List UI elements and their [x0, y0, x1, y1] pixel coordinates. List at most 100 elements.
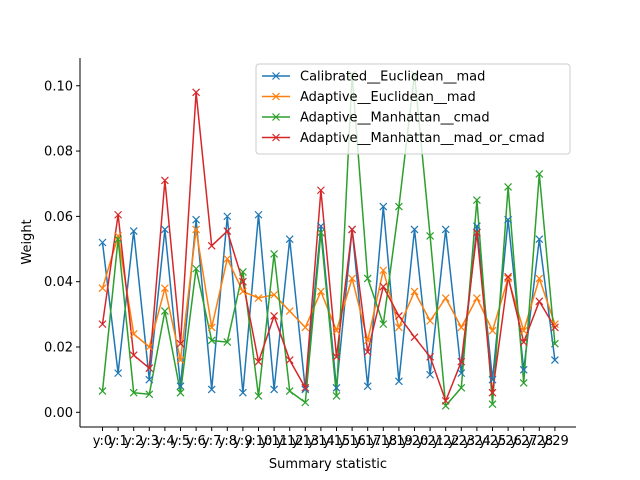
y-axis-label: Weight — [20, 219, 35, 264]
data-point — [488, 388, 497, 397]
data-point — [426, 352, 435, 361]
x-tick-label: y:15 — [323, 434, 351, 449]
data-point — [176, 339, 185, 348]
x-axis-label: Summary statistic — [269, 457, 387, 472]
data-point — [285, 356, 294, 364]
x-tick-label: y:8 — [218, 434, 237, 449]
x-tick-label: y:4 — [155, 434, 174, 449]
data-point — [207, 323, 216, 332]
x-tick-label: y:1 — [108, 434, 127, 449]
data-point — [316, 186, 325, 195]
data-point — [301, 323, 310, 332]
data-point — [488, 375, 497, 384]
data-point — [363, 382, 372, 391]
data-point — [114, 210, 123, 219]
x-tick-label: y:3 — [140, 434, 159, 449]
legend: Calibrated__Euclidean__mad Adaptive__Eucl… — [255, 63, 571, 155]
data-point — [192, 88, 201, 97]
data-point — [285, 387, 294, 396]
data-point — [301, 385, 310, 394]
data-point — [254, 210, 263, 219]
x-tick-label: y:25 — [479, 434, 507, 449]
x-tick-label: y:28 — [525, 434, 553, 449]
data-point — [504, 274, 513, 283]
data-point — [426, 316, 435, 325]
data-point — [145, 390, 154, 399]
data-point — [504, 183, 513, 191]
data-point — [394, 312, 403, 320]
data-point — [207, 385, 216, 394]
data-point — [457, 357, 466, 366]
data-point — [270, 312, 279, 320]
y-axis-ticks: 0.00 0.02 0.04 0.06 0.08 0.10 — [44, 79, 80, 421]
data-point — [363, 336, 372, 345]
data-point — [129, 351, 138, 360]
data-point — [519, 338, 528, 347]
data-point — [394, 323, 403, 332]
data-point — [457, 369, 466, 378]
data-point — [285, 307, 294, 315]
x-tick-label: y:0 — [93, 434, 112, 449]
data-point — [223, 212, 232, 221]
legend-label: Adaptive__Euclidean__mad — [300, 90, 476, 105]
data-point — [145, 375, 154, 384]
data-point — [394, 202, 403, 211]
data-point — [223, 227, 232, 235]
data-point — [379, 266, 388, 275]
x-tick-label: y:23 — [447, 434, 475, 449]
data-point — [254, 392, 263, 400]
x-tick-label: y:16 — [338, 434, 366, 449]
data-point — [426, 370, 435, 379]
data-point — [192, 225, 201, 234]
data-point — [457, 323, 466, 332]
data-point — [332, 383, 341, 392]
data-point — [535, 235, 544, 244]
data-point — [550, 320, 559, 329]
data-point — [223, 254, 232, 263]
data-point — [504, 215, 513, 224]
y-tick-label: 0.00 — [44, 406, 73, 421]
data-point — [379, 282, 388, 291]
data-point — [160, 307, 169, 315]
data-point — [535, 274, 544, 283]
x-tick-label: y:26 — [494, 434, 522, 449]
x-tick-label: y:12 — [276, 434, 304, 449]
data-point — [519, 326, 528, 335]
data-point — [270, 250, 279, 258]
data-point — [98, 320, 107, 329]
plot-lines — [101, 73, 556, 407]
legend-item: Adaptive__Euclidean__mad — [262, 90, 476, 105]
data-point — [348, 225, 357, 234]
legend-frame — [255, 63, 571, 155]
data-point — [316, 228, 325, 237]
data-point — [238, 277, 247, 286]
x-tick-label: y:14 — [307, 434, 335, 449]
data-point — [441, 396, 450, 405]
data-point — [192, 264, 201, 273]
x-tick-label: y:18 — [369, 434, 397, 449]
data-point — [129, 388, 138, 397]
legend-item: Calibrated__Euclidean__mad — [262, 70, 485, 85]
x-tick-label: y:21 — [416, 434, 444, 449]
data-point — [519, 365, 528, 374]
x-axis-ticks: y:0y:1y:2y:3y:4y:5y:6y:7y:8y:9y:10y:11y:… — [93, 427, 569, 449]
data-point — [254, 357, 263, 366]
data-point — [472, 222, 481, 231]
y-tick-label: 0.06 — [44, 210, 73, 225]
data-point — [488, 400, 497, 409]
data-point — [301, 383, 310, 392]
x-tick-label: y:17 — [354, 434, 382, 449]
data-point — [114, 235, 123, 244]
x-tick-label: y:19 — [385, 434, 413, 449]
data-point — [145, 343, 154, 351]
data-point — [254, 294, 263, 302]
data-point — [394, 377, 403, 386]
data-point — [363, 274, 372, 283]
x-tick-label: y:7 — [202, 434, 221, 449]
data-point — [316, 222, 325, 231]
data-point — [145, 364, 154, 373]
data-point — [301, 398, 310, 407]
y-tick-label: 0.02 — [44, 340, 73, 355]
plot-markers — [98, 70, 559, 410]
